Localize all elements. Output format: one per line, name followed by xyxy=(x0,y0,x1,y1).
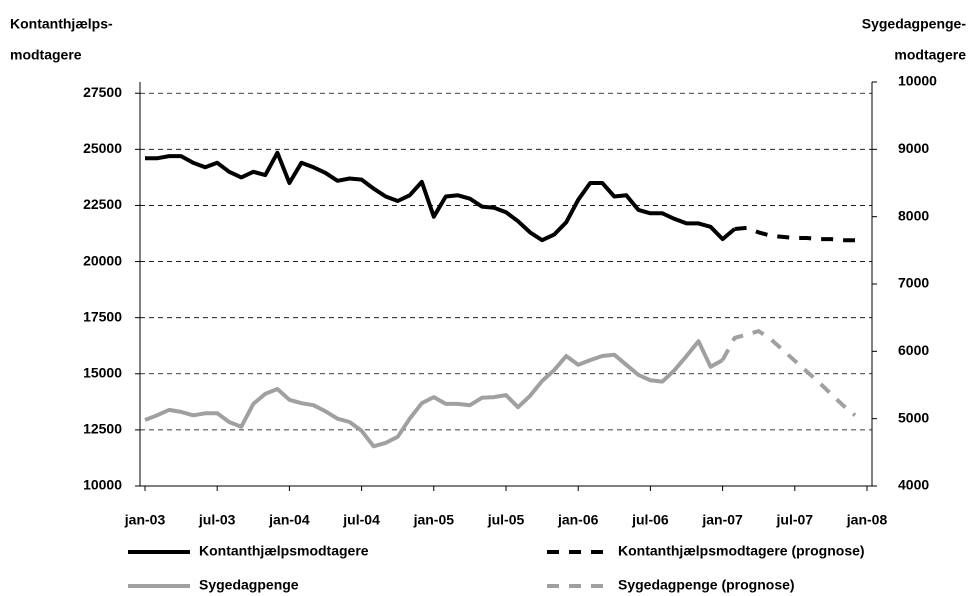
x-tick-label: jul-07 xyxy=(776,512,814,528)
y-tick-label: 25000 xyxy=(83,140,122,156)
x-tick-label: jul-03 xyxy=(198,512,236,528)
y2-tick-label: 4000 xyxy=(898,477,929,493)
y2-tick-label: 7000 xyxy=(898,275,929,291)
y2-tick-label: 9000 xyxy=(898,140,929,156)
y-tick-label: 15000 xyxy=(83,364,122,380)
y-axis-title: modtagere xyxy=(10,47,82,63)
x-tick-label: jan-07 xyxy=(701,512,743,528)
series-line xyxy=(734,225,855,243)
y2-axis-title: Sygedagpenge- xyxy=(862,16,967,32)
legend-label: Sygedagpenge xyxy=(199,577,299,593)
y2-tick-label: 8000 xyxy=(898,207,929,223)
x-tick-label: jul-05 xyxy=(487,512,525,528)
x-tick-label: jul-06 xyxy=(631,512,669,528)
legend-label: Kontanthjælpsmodtagere (prognose) xyxy=(618,543,865,559)
legend-label: Sygedagpenge (prognose) xyxy=(618,577,795,593)
x-tick-label: jan-08 xyxy=(846,512,888,528)
legend-label: Kontanthjælpsmodtagere xyxy=(199,543,369,559)
y-tick-label: 12500 xyxy=(83,421,122,437)
series-line xyxy=(144,339,724,449)
y-tick-label: 27500 xyxy=(83,84,122,100)
y2-tick-label: 10000 xyxy=(898,73,937,89)
series-line xyxy=(720,329,857,417)
x-tick-label: jan-06 xyxy=(557,512,599,528)
x-tick-label: jul-04 xyxy=(342,512,380,528)
y-axis-title: Kontanthjælps- xyxy=(10,16,113,32)
y-tick-label: 17500 xyxy=(83,308,122,324)
y2-tick-label: 6000 xyxy=(898,342,929,358)
y-tick-label: 22500 xyxy=(83,196,122,212)
x-tick-label: jan-04 xyxy=(268,512,310,528)
x-tick-label: jan-05 xyxy=(413,512,455,528)
y-tick-label: 20000 xyxy=(83,252,122,268)
y-tick-label: 10000 xyxy=(83,477,122,493)
y2-axis-title: modtagere xyxy=(894,47,966,63)
x-tick-label: jan-03 xyxy=(124,512,166,528)
series-line xyxy=(145,150,736,243)
y2-tick-label: 5000 xyxy=(898,409,929,425)
